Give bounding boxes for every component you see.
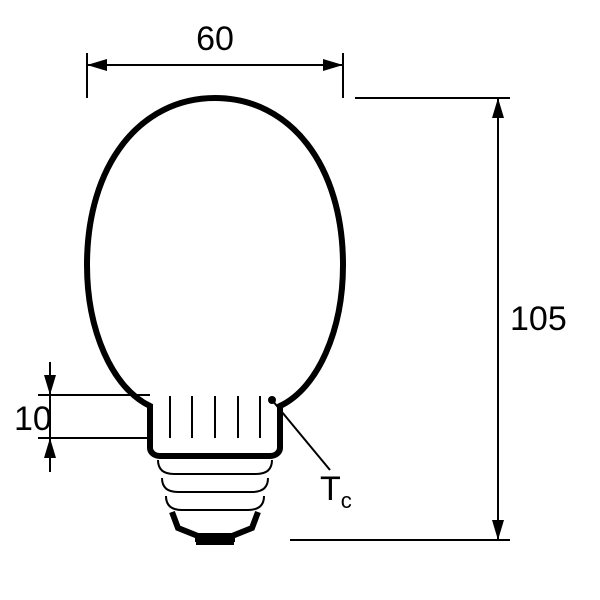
arrow-left [87,59,107,71]
tc-label: Tc [320,470,352,513]
arrow-neck-up [44,438,56,458]
height-label: 105 [510,300,567,338]
arrow-neck-down [44,375,56,395]
width-label: 60 [196,20,234,58]
neck-label: 10 [14,400,52,438]
filament-supports [170,396,260,438]
bulb-dimension-diagram: 60 105 10 [0,0,600,600]
arrow-bottom [492,520,504,540]
arrow-top [492,98,504,118]
arrow-right [323,59,343,71]
bulb-outline [87,98,343,542]
